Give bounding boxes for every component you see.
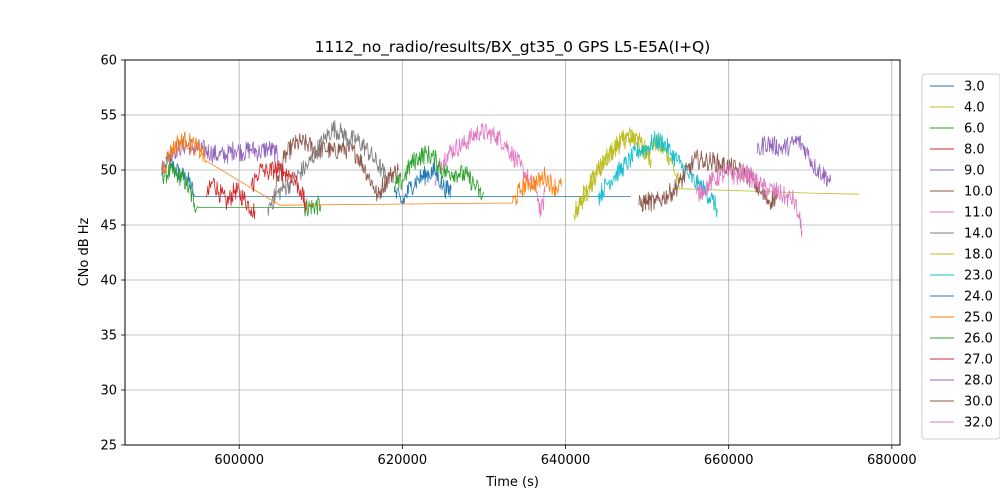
y-tick-label: 30 bbox=[100, 384, 117, 399]
legend-label: 24.0 bbox=[964, 290, 993, 305]
series-line-18-0 bbox=[573, 129, 652, 221]
series-line-8-0 bbox=[206, 177, 256, 220]
legend-label: 26.0 bbox=[964, 332, 993, 347]
series-group bbox=[161, 120, 860, 238]
legend-label: 14.0 bbox=[964, 227, 993, 242]
legend-label: 28.0 bbox=[964, 374, 993, 389]
legend-label: 10.0 bbox=[964, 185, 993, 200]
legend-frame bbox=[921, 73, 1000, 440]
series-line-25-0 bbox=[161, 131, 562, 206]
y-tick-label: 40 bbox=[100, 274, 117, 289]
series-line-10-0 bbox=[271, 133, 399, 204]
y-tick-label: 45 bbox=[100, 219, 117, 234]
legend-label: 3.0 bbox=[964, 80, 985, 95]
series-line-14-0 bbox=[267, 120, 387, 216]
legend-label: 27.0 bbox=[964, 353, 993, 368]
y-tick-label: 25 bbox=[100, 439, 117, 454]
series-line-27-0 bbox=[251, 160, 308, 212]
series-line-11-0 bbox=[434, 123, 546, 217]
series-line-6-0 bbox=[161, 162, 322, 217]
legend-label: 11.0 bbox=[964, 206, 993, 221]
series-line-24-0 bbox=[393, 162, 452, 205]
legend-label: 4.0 bbox=[964, 101, 985, 116]
legend-label: 30.0 bbox=[964, 395, 993, 410]
y-axis-title: CNo dB Hz bbox=[77, 217, 92, 286]
series-line-28-0 bbox=[756, 135, 832, 187]
y-tick-label: 35 bbox=[100, 329, 117, 344]
legend-label: 8.0 bbox=[964, 143, 985, 158]
chart-title: 1112_no_radio/results/BX_gt35_0 GPS L5-E… bbox=[315, 38, 711, 57]
legend-label: 23.0 bbox=[964, 269, 993, 284]
series-line-32-0 bbox=[695, 163, 803, 238]
legend-label: 32.0 bbox=[964, 416, 993, 431]
legend-label: 18.0 bbox=[964, 248, 993, 263]
y-tick-label: 50 bbox=[100, 164, 117, 179]
ticks: 600000 620000 640000 660000 680000 25 30 35 40 45… bbox=[100, 54, 916, 469]
legend: 3.0 4.0 6.0 8.0 9.0 10.0 11.0 14.0 18.0 23.0 24.0 2… bbox=[921, 73, 1000, 440]
y-tick-label: 60 bbox=[100, 54, 117, 69]
x-tick-label: 620000 bbox=[378, 453, 428, 468]
x-tick-label: 660000 bbox=[704, 453, 754, 468]
plot-frame bbox=[124, 59, 901, 446]
x-tick-label: 640000 bbox=[541, 453, 591, 468]
y-tick-label: 55 bbox=[100, 109, 117, 124]
legend-label: 9.0 bbox=[964, 164, 985, 179]
x-axis-title: Time (s) bbox=[485, 475, 539, 490]
series-line-30-0 bbox=[638, 149, 778, 212]
series-line-26-0 bbox=[393, 145, 485, 201]
x-tick-label: 680000 bbox=[867, 453, 917, 468]
x-tick-label: 600000 bbox=[214, 453, 264, 468]
series-line-23-0 bbox=[597, 130, 718, 218]
legend-label: 6.0 bbox=[964, 122, 985, 137]
legend-label: 25.0 bbox=[964, 311, 993, 326]
